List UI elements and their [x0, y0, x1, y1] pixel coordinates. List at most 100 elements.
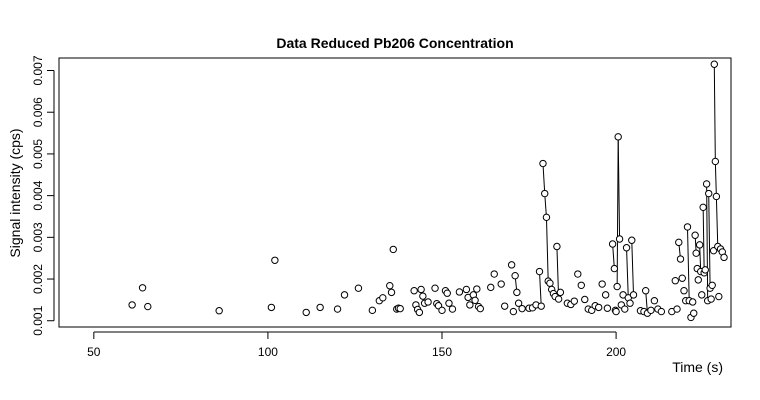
data-point [417, 285, 425, 294]
data-point [715, 292, 723, 301]
data-point [419, 292, 427, 300]
data-point [490, 270, 498, 278]
data-point [215, 307, 223, 315]
chart-title: Data Reduced Pb206 Concentration [276, 35, 513, 51]
data-point [680, 287, 688, 295]
data-point [514, 299, 523, 307]
x-axis-label: Time (s) [672, 359, 723, 375]
data-point [267, 303, 276, 312]
data-point [386, 282, 394, 290]
data-segment [616, 136, 619, 287]
data-point [476, 304, 485, 313]
data-point [431, 284, 439, 292]
data-point [333, 305, 342, 313]
data-point [708, 281, 716, 289]
data-point [138, 284, 147, 292]
data-points [128, 60, 728, 322]
data-point [316, 303, 324, 312]
y-tick-label: 0.006 [31, 97, 45, 127]
data-point [553, 242, 561, 251]
data-point [603, 304, 612, 312]
y-tick-label: 0.003 [31, 222, 45, 252]
data-point [707, 295, 715, 303]
data-point [537, 302, 545, 310]
data-point [608, 240, 617, 248]
data-point [389, 245, 397, 254]
data-point [690, 309, 698, 317]
data-point [695, 241, 704, 249]
x-axis: 50 100 150 200 [87, 331, 626, 359]
data-point [629, 291, 638, 299]
data-point [692, 249, 700, 257]
data-segment [612, 243, 615, 269]
data-segment [706, 183, 709, 301]
data-segment [542, 163, 546, 194]
data-point [396, 304, 404, 313]
data-point [626, 299, 634, 307]
data-point [497, 280, 505, 288]
data-point [473, 285, 481, 293]
data-point [610, 264, 619, 273]
data-point [641, 287, 650, 295]
data-point [699, 203, 707, 212]
data-point [621, 305, 629, 313]
data-point [683, 223, 692, 231]
y-tick-label: 0.005 [31, 139, 45, 169]
data-point [546, 279, 554, 287]
data-point [410, 287, 418, 295]
y-tick-label: 0.007 [31, 55, 45, 85]
x-tick-label: 100 [258, 345, 278, 359]
data-point [271, 256, 279, 264]
data-point [622, 244, 631, 252]
data-point [443, 289, 451, 297]
data-segment [686, 226, 690, 301]
data-point [574, 270, 582, 278]
data-point [601, 291, 610, 299]
data-point [518, 304, 526, 313]
data-point [650, 297, 659, 305]
x-tick-label: 50 [87, 345, 101, 359]
data-segment [538, 271, 542, 307]
data-point [354, 284, 363, 292]
x-tick-label: 150 [432, 345, 452, 359]
data-point [144, 302, 152, 311]
data-segment [631, 240, 635, 295]
data-point [445, 299, 453, 307]
data-segment [708, 193, 711, 289]
data-point [694, 276, 702, 284]
data-point [614, 133, 622, 141]
data-point [698, 291, 706, 299]
data-point [554, 295, 563, 303]
data-point [720, 253, 728, 262]
data-point [541, 189, 549, 198]
y-axis-label: Signal intensity (cps) [7, 128, 23, 257]
data-point [676, 255, 685, 263]
data-point [511, 272, 519, 280]
data-point [675, 238, 683, 247]
x-tick-label: 200 [606, 345, 626, 359]
data-segment [626, 247, 629, 298]
data-point [678, 274, 686, 282]
data-point [462, 285, 471, 294]
data-point [702, 180, 711, 188]
data-point [455, 288, 464, 296]
data-segment [545, 217, 549, 282]
data-point [448, 305, 457, 313]
data-point [657, 307, 666, 316]
data-point [471, 296, 479, 305]
data-point [594, 303, 603, 312]
data-segment [714, 161, 717, 197]
data-point [691, 231, 699, 239]
data-point [615, 235, 624, 243]
data-point [556, 288, 565, 297]
data-point [701, 266, 709, 274]
data-segment [702, 207, 705, 273]
y-tick-label: 0.002 [31, 264, 45, 294]
data-point [577, 281, 585, 289]
plot-frame [58, 57, 732, 328]
data-point [673, 305, 681, 313]
data-point [539, 159, 547, 168]
data-point [570, 297, 579, 305]
data-point [581, 295, 589, 304]
